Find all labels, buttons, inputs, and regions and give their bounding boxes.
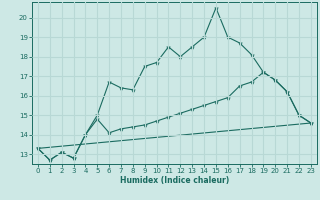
X-axis label: Humidex (Indice chaleur): Humidex (Indice chaleur) (120, 176, 229, 185)
